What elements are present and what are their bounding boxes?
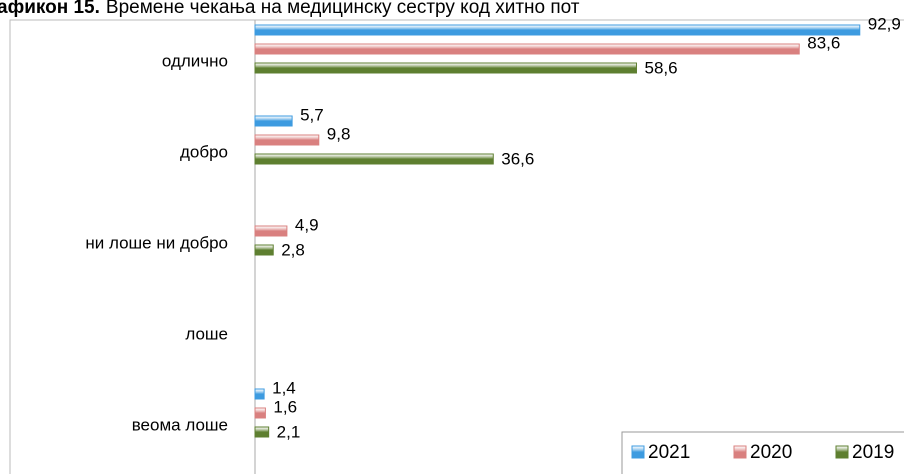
value-label: 4,9 [295,215,319,234]
value-label: 36,6 [501,149,534,168]
category-label: лоше [185,324,228,343]
value-label: 1,4 [272,378,296,397]
title-text: Времене чекања на медицинску сестру код … [106,0,580,18]
bar [254,225,288,237]
bar [254,407,266,419]
bar [254,115,293,127]
legend-label: 2019 [852,442,894,463]
category-label: одлично [162,51,228,70]
legend-swatch [631,445,645,459]
bar [254,43,800,55]
value-label: 5,7 [300,105,324,124]
plot-frame [9,19,904,474]
bar [254,153,494,165]
category-label: веома лоше [132,415,228,434]
bar [254,24,861,36]
value-label: 2,1 [277,422,301,441]
value-label: 2,8 [281,240,305,259]
value-label: 58,6 [644,58,677,77]
bar [254,426,270,438]
chart-title: афикон 15. Времене чекања на медицинску с… [0,0,580,18]
value-label: 9,8 [327,124,351,143]
legend-label: 2021 [648,442,690,463]
legend-swatch [733,445,747,459]
value-label: 83,6 [807,33,840,52]
bar [254,62,637,74]
bar [254,134,320,146]
category-label: ни лоше ни добро [85,233,228,252]
legend-swatch [835,445,849,459]
value-label: 1,6 [273,397,297,416]
bar [254,388,265,400]
legend-label: 2020 [750,442,792,463]
category-label: добро [180,142,228,161]
bar [254,244,274,256]
legend [621,431,904,474]
value-label: 92,9 [868,14,901,33]
title-label: афикон 15. [0,0,100,18]
